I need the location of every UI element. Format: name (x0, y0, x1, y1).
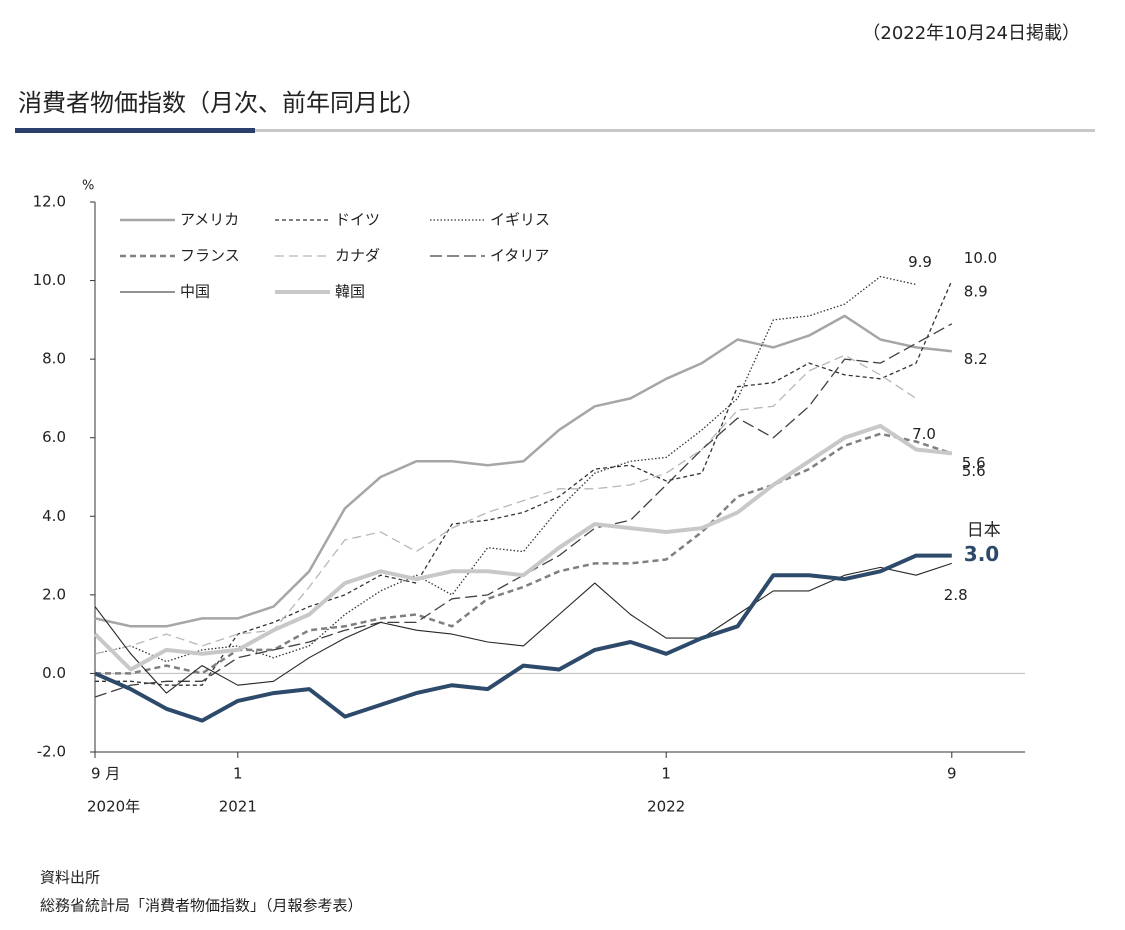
end-label: 8.2 (964, 350, 988, 368)
y-tick-label: -2.0 (37, 743, 66, 761)
y-tick-label: 12.0 (33, 193, 66, 211)
series-line (94, 323, 953, 698)
end-label: 10.0 (964, 249, 997, 267)
end-label: 2.8 (944, 586, 968, 604)
end-label: 5.6 (962, 462, 986, 480)
end-label: 3.0 (964, 542, 999, 566)
series-line (94, 553, 952, 723)
end-label: 8.9 (964, 282, 988, 300)
year-label: 2022 (647, 798, 685, 816)
y-unit: % (82, 179, 94, 194)
legend-label: イギリス (490, 211, 550, 229)
series-line (94, 275, 917, 663)
legend-label: イタリア (490, 247, 549, 265)
series-line (93, 423, 953, 672)
series-name-label: 日本 (967, 521, 1001, 541)
source-title: 資料出所 (40, 869, 100, 887)
y-tick-label: 0.0 (42, 664, 66, 682)
year-label: 2021 (219, 798, 257, 816)
end-label: 9.9 (908, 253, 932, 271)
y-tick-label: 6.0 (42, 428, 66, 446)
heading-rule-accent (15, 128, 255, 133)
heading: 消費者物価指数（月次、前年同月比） (18, 89, 426, 117)
legend-label: アメリカ (180, 211, 239, 229)
heading-rule (255, 129, 1095, 132)
series-line (95, 280, 953, 686)
y-tick-label: 10.0 (33, 271, 66, 289)
legend-label: 中国 (180, 283, 210, 301)
end-label: 7.0 (912, 425, 936, 443)
end-label: 5.6 (962, 454, 986, 472)
y-tick-label: 2.0 (42, 585, 66, 603)
legend-label: ドイツ (335, 211, 380, 229)
series-line (95, 432, 953, 675)
x-tick-label: 1 (661, 765, 671, 783)
series-line (94, 562, 952, 694)
x-tick-label: 9 月 (91, 765, 120, 783)
legend-label: 韓国 (335, 283, 365, 301)
x-tick-label: 9 (947, 765, 957, 783)
published-date: （2022年10月24日掲載） (862, 23, 1080, 44)
source: 総務省統計局「消費者物価指数」（月報参考表） (40, 897, 363, 915)
y-tick-label: 4.0 (42, 507, 66, 525)
year-label: 2020年 (87, 798, 140, 816)
x-tick-label: 1 (233, 765, 243, 783)
series-line (94, 314, 952, 628)
series-line (94, 354, 917, 655)
legend-label: カナダ (335, 247, 380, 265)
legend-label: フランス (180, 247, 240, 265)
y-tick-label: 8.0 (42, 350, 66, 368)
